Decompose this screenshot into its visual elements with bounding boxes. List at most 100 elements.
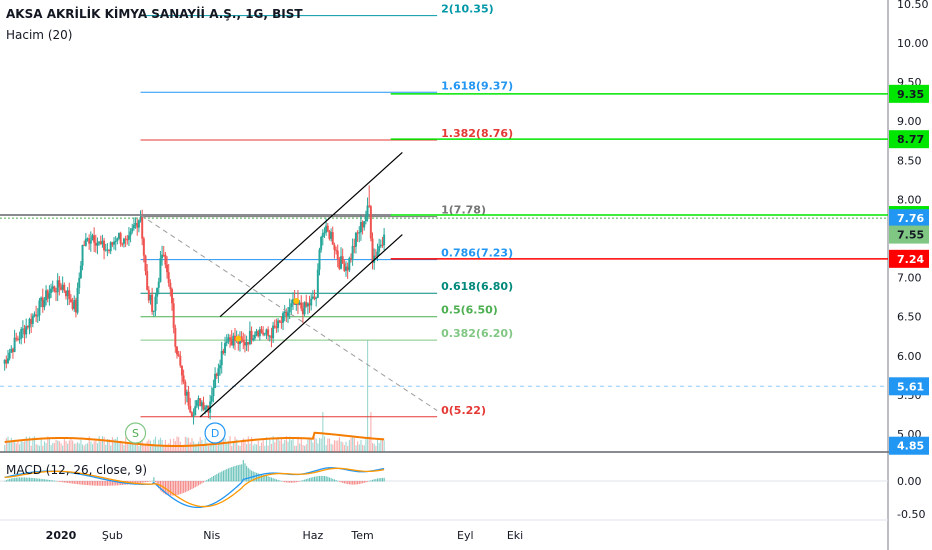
- candle-body: [182, 375, 185, 382]
- candle-body: [46, 290, 49, 299]
- volume-bar: [154, 436, 157, 452]
- volume-bar: [82, 444, 84, 452]
- candle-body: [86, 238, 89, 240]
- candle-body: [169, 282, 172, 290]
- volume-bar: [347, 445, 349, 452]
- candle-body: [310, 298, 313, 306]
- macd-indicator-label[interactable]: MACD (12, 26, close, 9): [6, 463, 148, 477]
- macd-histogram-bar: [62, 481, 64, 483]
- macd-histogram-bar: [166, 481, 168, 495]
- volume-bar: [269, 439, 271, 452]
- candle-body: [280, 322, 283, 324]
- candle-body: [202, 402, 205, 410]
- macd-histogram-bar: [269, 476, 271, 482]
- macd-histogram-bar: [211, 476, 213, 482]
- macd-histogram-bar: [29, 477, 31, 482]
- macd-histogram-bar: [212, 475, 215, 482]
- volume-bar: [330, 443, 332, 452]
- candle-body: [200, 402, 203, 407]
- macd-histogram-bar: [277, 479, 279, 482]
- volume-bar: [77, 442, 79, 452]
- macd-histogram-bar: [58, 481, 60, 482]
- volume-bar: [236, 439, 238, 452]
- fibonacci-levels[interactable]: 2(10.35) 1.618(9.37) 1.382(8.76) 1(7.78) 0.7…: [0, 3, 888, 418]
- macd-histogram-bar: [322, 475, 324, 482]
- candle-body: [199, 398, 202, 407]
- volume-bar: [207, 445, 210, 452]
- candle-body: [98, 241, 101, 243]
- macd-histogram-bar: [327, 476, 329, 482]
- macd-histogram-bar: [383, 477, 385, 482]
- volume-bar: [138, 445, 140, 452]
- candle-body: [316, 269, 319, 298]
- candle-body: [175, 346, 178, 355]
- candle-body: [336, 250, 339, 260]
- candle-body: [224, 343, 227, 354]
- volume-bar: [282, 443, 284, 452]
- symbol-title[interactable]: AKSA AKRİLİK KİMYA SANAYİİ A.Ş., 1G, BIS…: [6, 7, 303, 21]
- volume-bar: [335, 440, 337, 452]
- volume-bar: [372, 443, 374, 452]
- candle-body: [31, 315, 34, 324]
- macd-histogram-bar: [325, 476, 327, 482]
- macd-histogram-bar: [299, 481, 301, 482]
- volume-bar: [181, 445, 183, 452]
- volume-bar: [280, 437, 282, 452]
- price-axis[interactable]: 10.5010.009.509.008.508.007.507.006.506.…: [889, 0, 932, 550]
- macd-histogram-bar: [116, 481, 118, 486]
- macd-histogram-bar: [241, 464, 243, 482]
- candle-body: [225, 341, 228, 344]
- macd-histogram-bar: [33, 478, 36, 482]
- candle-body: [157, 281, 160, 288]
- candle-body: [142, 238, 145, 256]
- macd-histogram-bar: [196, 481, 198, 487]
- macd-histogram-bar: [290, 481, 292, 483]
- macd-histogram-bar: [38, 478, 41, 482]
- candle-body: [308, 303, 311, 306]
- volume-bar: [111, 437, 113, 452]
- volume-bar: [72, 440, 74, 452]
- macd-histogram-bar: [111, 481, 113, 486]
- price-tick-label: 6.50: [897, 311, 922, 324]
- volume-bar: [105, 444, 107, 452]
- candle-body: [282, 313, 285, 323]
- volume-bar: [219, 437, 221, 452]
- candle-body: [146, 271, 149, 290]
- candle-body: [260, 329, 263, 333]
- macd-histogram-bar: [219, 472, 221, 482]
- macd-histogram-bar: [30, 477, 32, 482]
- macd-histogram-bar: [156, 481, 158, 486]
- candle-body: [368, 205, 371, 207]
- candle-body: [359, 222, 362, 233]
- macd-histogram-bar: [10, 478, 12, 482]
- candle-body: [156, 287, 159, 297]
- volume-bar: [295, 445, 297, 452]
- time-tick-label: Tem: [350, 529, 373, 542]
- macd-histogram-bar: [82, 481, 84, 485]
- volume-bar: [279, 440, 281, 452]
- macd-histogram-bar: [352, 481, 354, 485]
- candle-body: [356, 232, 359, 234]
- macd-histogram-bar: [87, 481, 89, 486]
- volume-bar: [305, 444, 307, 452]
- candle-body: [134, 223, 137, 225]
- candle-body: [358, 232, 361, 234]
- macd-histogram-bar: [294, 481, 296, 483]
- fib-level-label: 0.786(7.23): [441, 247, 513, 260]
- volume-bar: [118, 442, 120, 452]
- macd-histogram-bar: [25, 477, 27, 482]
- volume-bar: [239, 445, 241, 452]
- candle-body: [171, 289, 174, 304]
- fib-level-label: 0.5(6.50): [441, 304, 498, 317]
- volume-indicator-label[interactable]: Hacim (20): [6, 28, 73, 42]
- time-axis[interactable]: 2020 Şub Nis Haz Tem Eyl Eki: [46, 529, 524, 542]
- candle-body: [179, 356, 182, 366]
- candle-body: [215, 373, 218, 376]
- volume-bar: [284, 440, 286, 452]
- candle-body: [56, 280, 59, 293]
- price-marker: [889, 249, 929, 268]
- macd-histogram-bar: [178, 481, 180, 495]
